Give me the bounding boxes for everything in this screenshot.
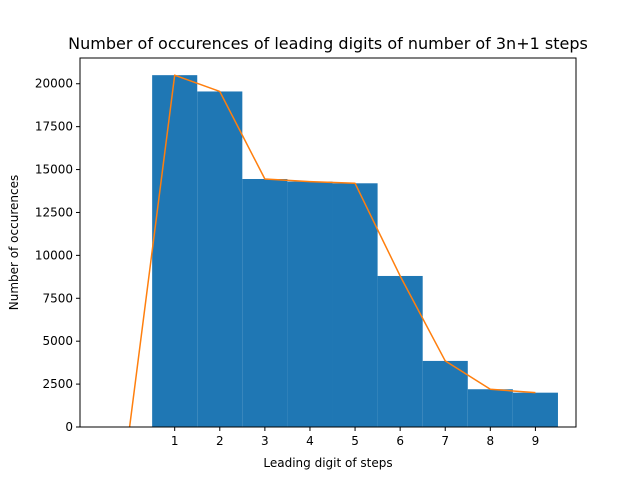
x-tick-label: 8 (487, 434, 495, 448)
x-axis-label: Leading digit of steps (263, 456, 392, 470)
y-tick-label: 10000 (35, 248, 73, 262)
x-tick-label: 3 (261, 434, 269, 448)
bar-digit-2 (197, 91, 243, 428)
bar-digit-9 (512, 392, 558, 427)
plot-frame (79, 57, 577, 428)
x-tick-label: 6 (396, 434, 404, 448)
bar-digit-4 (287, 181, 333, 427)
x-tick-label: 9 (532, 434, 540, 448)
y-tick-label: 2500 (42, 377, 73, 391)
bar-digit-8 (467, 389, 513, 427)
y-tick-label: 20000 (35, 77, 73, 91)
bar-digit-7 (422, 360, 468, 427)
bars-layer (152, 75, 558, 428)
x-tick-label: 5 (351, 434, 359, 448)
y-tick-label: 17500 (35, 120, 73, 134)
x-tick-label: 2 (216, 434, 224, 448)
y-tick-label: 7500 (42, 291, 73, 305)
y-axis-label: Number of occurences (7, 175, 21, 310)
y-tick-label: 0 (65, 420, 73, 434)
chart-title: Number of occurences of leading digits o… (68, 34, 588, 53)
x-tick-label: 4 (306, 434, 314, 448)
bar-digit-3 (242, 178, 288, 427)
bar-digit-1 (152, 75, 198, 428)
y-tick-label: 12500 (35, 205, 73, 219)
line-layer (128, 74, 536, 428)
y-tick-label: 5000 (42, 334, 73, 348)
bar-digit-6 (377, 275, 423, 427)
x-tick-label: 1 (171, 434, 179, 448)
x-tick-label: 7 (441, 434, 449, 448)
x-axis-ticks: 1 2 3 4 5 6 7 8 9 (171, 427, 539, 448)
y-tick-label: 15000 (35, 163, 73, 177)
bar-digit-5 (332, 183, 378, 427)
y-axis-ticks: 0 2500 5000 7500 10000 12500 15000 17500 20000 (35, 77, 80, 434)
series-line (128, 74, 536, 428)
